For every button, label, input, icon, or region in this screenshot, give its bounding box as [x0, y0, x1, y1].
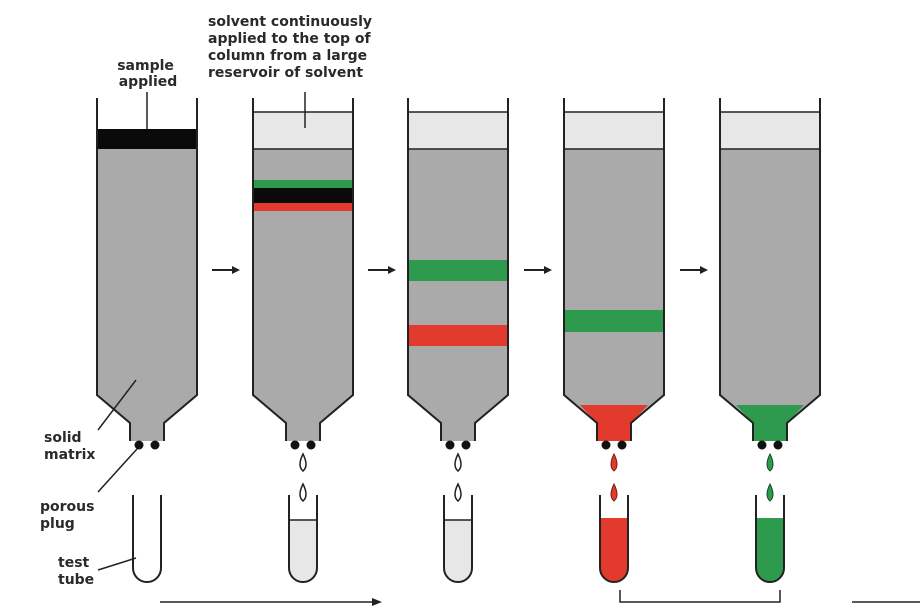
- column-2-porous-plug: [290, 440, 316, 450]
- column-4-wall: [563, 98, 665, 441]
- column-4-porous-plug: [601, 440, 627, 450]
- column-3-test-tube-fill: [444, 520, 472, 582]
- column-3-red-band: [408, 325, 508, 346]
- column-4-test-tube: [599, 495, 629, 583]
- bottom-bracket: [619, 590, 781, 603]
- column-4: [563, 98, 665, 583]
- solvent-note-label: solvent continuously applied to the top …: [208, 14, 377, 81]
- column-3: [407, 98, 509, 583]
- progress-arrow-1: [212, 266, 240, 274]
- column-3-green-band: [408, 260, 508, 281]
- column-2-test-tube-fill: [289, 520, 317, 582]
- test-tube-leader: [97, 557, 137, 571]
- column-5-outlet-green: [736, 405, 804, 441]
- column-2-body: [253, 149, 353, 441]
- column-5-body: [720, 149, 820, 441]
- column-4-solvent-reservoir: [564, 112, 664, 149]
- column-3-test-tube: [443, 495, 473, 583]
- column-2-wall: [252, 98, 354, 441]
- solid-matrix-leader: [97, 379, 137, 431]
- column-4-test-tube-fill: [600, 518, 628, 582]
- porous-plug-leader: [97, 448, 138, 493]
- column-1-body: [97, 148, 197, 441]
- column-4-green-band: [564, 310, 664, 332]
- column-5-drop-2: [766, 482, 774, 502]
- column-2-test-tube: [288, 495, 318, 583]
- column-2-green-band: [253, 180, 353, 188]
- column-4-outlet-red: [580, 405, 648, 441]
- column-1-sample-layer: [97, 129, 197, 149]
- column-2-drop-1: [299, 452, 307, 472]
- column-2-black-band: [253, 188, 353, 203]
- solid-matrix-label: solid matrix: [44, 430, 95, 463]
- column-1-porous-plug: [134, 440, 160, 450]
- column-4-drop-2: [610, 482, 618, 502]
- progress-arrow-2: [368, 266, 396, 274]
- bottom-time-arrow: [160, 598, 382, 606]
- column-4-drop-1: [610, 452, 618, 472]
- column-1-test-tube: [132, 495, 162, 583]
- progress-arrow-3: [524, 266, 552, 274]
- sample-applied-label: sample applied: [117, 58, 179, 90]
- column-1: [96, 92, 198, 583]
- column-5: [719, 98, 821, 583]
- column-5-porous-plug: [757, 440, 783, 450]
- column-4-body: [564, 149, 664, 441]
- test-tube-label: test tube: [58, 555, 94, 588]
- column-3-porous-plug: [445, 440, 471, 450]
- column-3-body: [408, 149, 508, 441]
- column-3-drop-1: [454, 452, 462, 472]
- progress-arrow-4: [680, 266, 708, 274]
- column-5-drop-1: [766, 452, 774, 472]
- column-5-test-tube: [755, 495, 785, 583]
- column-5-solvent-reservoir: [720, 112, 820, 149]
- column-2-drop-2: [299, 482, 307, 502]
- column-3-wall: [407, 98, 509, 441]
- column-2: [252, 92, 354, 583]
- porous-plug-label: porous plug: [40, 499, 99, 532]
- column-2-solvent-reservoir: [253, 112, 353, 149]
- column-2-red-band: [253, 203, 353, 211]
- column-5-test-tube-fill: [756, 518, 784, 582]
- column-3-drop-2: [454, 482, 462, 502]
- column-5-wall: [719, 98, 821, 441]
- column-3-solvent-reservoir: [408, 112, 508, 149]
